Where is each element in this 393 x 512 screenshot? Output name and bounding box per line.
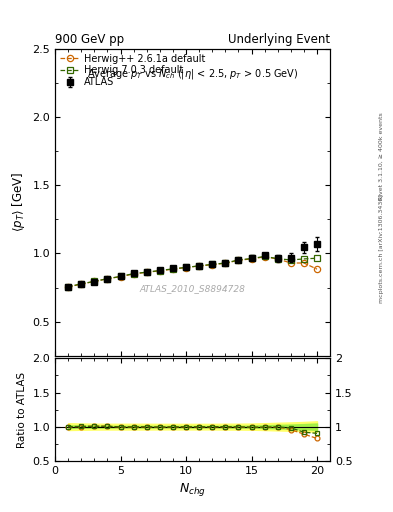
Herwig++ 2.6.1a default — [236, 257, 241, 263]
Herwig++ 2.6.1a default — [197, 263, 202, 269]
Herwig++ 2.6.1a default — [92, 279, 97, 285]
Herwig++ 2.6.1a default — [105, 275, 110, 282]
Herwig++ 2.6.1a default — [118, 273, 123, 280]
Text: Average $p_T$ vs $N_{ch}$ ($|\eta|$ < 2.5, $p_T$ > 0.5 GeV): Average $p_T$ vs $N_{ch}$ ($|\eta|$ < 2.… — [87, 67, 298, 81]
Herwig 7.0.3 default — [197, 263, 202, 269]
Herwig 7.0.3 default — [66, 284, 70, 290]
Herwig 7.0.3 default — [144, 269, 149, 275]
Herwig 7.0.3 default — [223, 260, 228, 266]
Herwig++ 2.6.1a default — [223, 260, 228, 266]
Herwig++ 2.6.1a default — [275, 256, 280, 262]
Herwig 7.0.3 default — [131, 270, 136, 276]
Text: 900 GeV pp: 900 GeV pp — [55, 33, 124, 46]
Herwig++ 2.6.1a default — [144, 269, 149, 275]
Herwig 7.0.3 default — [301, 256, 306, 262]
Herwig++ 2.6.1a default — [79, 281, 84, 287]
Herwig 7.0.3 default — [105, 275, 110, 282]
Text: mcplots.cern.ch [arXiv:1306.3436]: mcplots.cern.ch [arXiv:1306.3436] — [379, 194, 384, 303]
Herwig 7.0.3 default — [79, 281, 84, 287]
X-axis label: $N_{chg}$: $N_{chg}$ — [179, 481, 206, 498]
Herwig++ 2.6.1a default — [262, 254, 267, 260]
Herwig++ 2.6.1a default — [158, 268, 162, 274]
Text: Rivet 3.1.10, ≥ 400k events: Rivet 3.1.10, ≥ 400k events — [379, 112, 384, 200]
Herwig++ 2.6.1a default — [184, 264, 188, 270]
Herwig++ 2.6.1a default — [315, 266, 320, 272]
Text: Underlying Event: Underlying Event — [228, 33, 330, 46]
Herwig 7.0.3 default — [92, 279, 97, 285]
Herwig++ 2.6.1a default — [210, 262, 215, 268]
Text: ATLAS_2010_S8894728: ATLAS_2010_S8894728 — [140, 284, 246, 293]
Herwig 7.0.3 default — [158, 267, 162, 273]
Herwig++ 2.6.1a default — [131, 271, 136, 277]
Herwig 7.0.3 default — [288, 257, 293, 263]
Herwig 7.0.3 default — [118, 273, 123, 280]
Line: Herwig++ 2.6.1a default: Herwig++ 2.6.1a default — [65, 254, 320, 290]
Herwig 7.0.3 default — [262, 253, 267, 260]
Y-axis label: $\langle p_T \rangle$ [GeV]: $\langle p_T \rangle$ [GeV] — [10, 172, 27, 232]
Herwig 7.0.3 default — [249, 255, 254, 262]
Herwig 7.0.3 default — [210, 261, 215, 267]
Y-axis label: Ratio to ATLAS: Ratio to ATLAS — [17, 372, 27, 447]
Herwig 7.0.3 default — [315, 255, 320, 261]
Herwig++ 2.6.1a default — [249, 256, 254, 262]
Herwig++ 2.6.1a default — [288, 260, 293, 266]
Herwig 7.0.3 default — [184, 264, 188, 270]
Herwig 7.0.3 default — [171, 266, 175, 272]
Herwig++ 2.6.1a default — [301, 260, 306, 266]
Herwig++ 2.6.1a default — [171, 266, 175, 272]
Legend: Herwig++ 2.6.1a default, Herwig 7.0.3 default, ATLAS: Herwig++ 2.6.1a default, Herwig 7.0.3 de… — [58, 52, 208, 89]
Herwig++ 2.6.1a default — [66, 284, 70, 290]
Herwig 7.0.3 default — [236, 257, 241, 263]
Line: Herwig 7.0.3 default: Herwig 7.0.3 default — [65, 253, 320, 290]
Herwig 7.0.3 default — [275, 255, 280, 262]
